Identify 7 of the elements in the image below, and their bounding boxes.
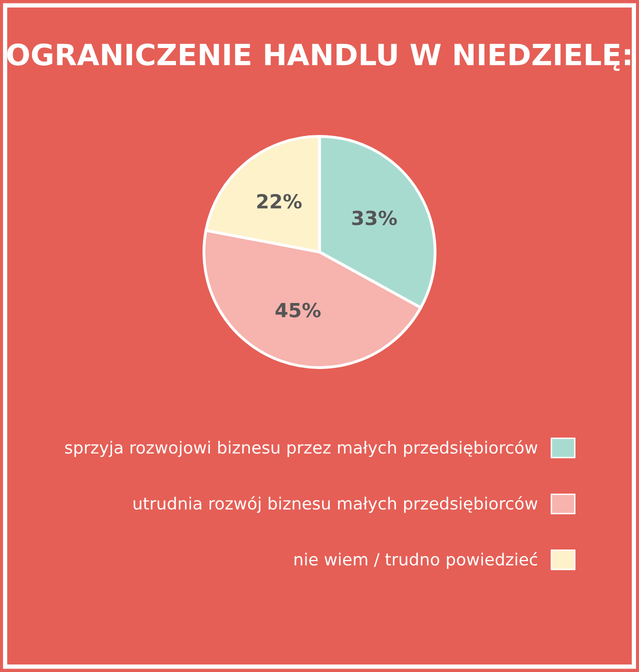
legend-label: nie wiem / trudno powiedzieć <box>294 552 538 569</box>
data-label: 22% <box>257 194 302 209</box>
legend-label: sprzyja rozwojowi biznesu przez małych przedsiębiorców <box>65 440 538 457</box>
legend-label: utrudnia rozwój biznesu małych przedsiębiorców <box>134 496 538 513</box>
data-label: 45% <box>276 302 321 318</box>
data-label: 33% <box>352 210 397 226</box>
chart-title: OGRANICZENIE HANDLU W NIEDZIELĘ: <box>7 44 630 71</box>
